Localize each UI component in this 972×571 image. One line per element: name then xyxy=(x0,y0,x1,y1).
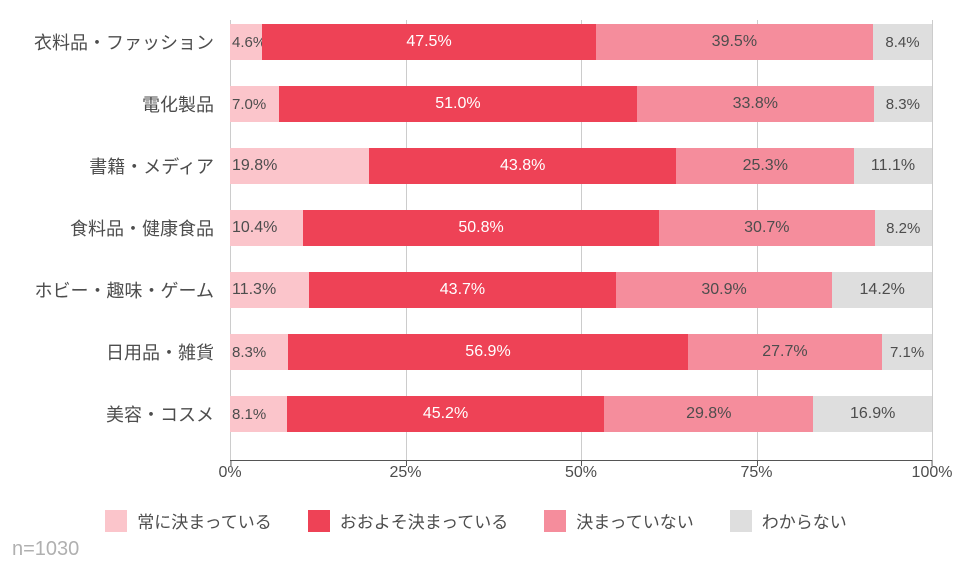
x-axis-tick: 50% xyxy=(565,464,597,482)
bar-segment: 16.9% xyxy=(813,396,932,432)
gridline xyxy=(932,20,933,460)
legend-label: おおよそ決まっている xyxy=(340,508,508,533)
legend-swatch xyxy=(105,510,127,532)
bar-segment: 47.5% xyxy=(262,24,595,60)
stacked-bar: 7.0%51.0%33.8%8.3% xyxy=(230,86,932,122)
bar-segment: 7.0% xyxy=(230,86,279,122)
bar-segment: 29.8% xyxy=(604,396,813,432)
bar-rows: 衣料品・ファッション4.6%47.5%39.5%8.4% 電化製品7.0%51.0… xyxy=(230,20,932,436)
bar-segment: 27.7% xyxy=(688,334,882,370)
bar-segment: 14.2% xyxy=(832,272,932,308)
legend-label: 決まっていない xyxy=(576,508,693,533)
x-axis-tick: 25% xyxy=(389,464,421,482)
x-axis: 0%25%50%75%100% xyxy=(230,460,932,488)
legend-item: おおよそ決まっている xyxy=(308,508,508,533)
legend-item: 常に決まっている xyxy=(105,508,271,533)
bar-segment: 45.2% xyxy=(287,396,604,432)
bar-segment: 8.1% xyxy=(230,396,287,432)
bar-segment: 7.1% xyxy=(882,334,932,370)
bar-segment: 8.3% xyxy=(230,334,288,370)
bar-segment: 56.9% xyxy=(288,334,687,370)
bar-segment: 19.8% xyxy=(230,148,369,184)
bar-segment: 30.9% xyxy=(616,272,833,308)
bar-segment: 8.4% xyxy=(873,24,932,60)
bar-row: 食料品・健康食品10.4%50.8%30.7%8.2% xyxy=(230,206,932,250)
legend-swatch xyxy=(308,510,330,532)
category-label: 日用品・雑貨 xyxy=(14,339,214,365)
bar-row: 美容・コスメ8.1%45.2%29.8%16.9% xyxy=(230,392,932,436)
bar-row: 衣料品・ファッション4.6%47.5%39.5%8.4% xyxy=(230,20,932,64)
legend-swatch xyxy=(544,510,566,532)
x-axis-tick: 0% xyxy=(218,464,241,482)
bar-row: ホビー・趣味・ゲーム11.3%43.7%30.9%14.2% xyxy=(230,268,932,312)
plot-area: 衣料品・ファッション4.6%47.5%39.5%8.4% 電化製品7.0%51.0… xyxy=(230,20,932,460)
legend-swatch xyxy=(730,510,752,532)
category-label: ホビー・趣味・ゲーム xyxy=(14,277,214,303)
legend-item: 決まっていない xyxy=(544,508,693,533)
bar-row: 日用品・雑貨8.3%56.9%27.7%7.1% xyxy=(230,330,932,374)
stacked-bar: 10.4%50.8%30.7%8.2% xyxy=(230,210,932,246)
bar-segment: 11.3% xyxy=(230,272,309,308)
stacked-bar: 8.3%56.9%27.7%7.1% xyxy=(230,334,932,370)
sample-size-footnote: n=1030 xyxy=(12,538,79,561)
bar-segment: 4.6% xyxy=(230,24,262,60)
bar-segment: 25.3% xyxy=(676,148,854,184)
legend-label: 常に決まっている xyxy=(137,508,271,533)
x-axis-tick: 100% xyxy=(912,464,953,482)
legend: 常に決まっている おおよそ決まっている 決まっていない わからない xyxy=(20,508,932,537)
category-label: 美容・コスメ xyxy=(14,401,214,427)
stacked-bar: 8.1%45.2%29.8%16.9% xyxy=(230,396,932,432)
bar-segment: 11.1% xyxy=(854,148,932,184)
bar-row: 電化製品7.0%51.0%33.8%8.3% xyxy=(230,82,932,126)
bar-segment: 43.8% xyxy=(369,148,676,184)
chart-container: 衣料品・ファッション4.6%47.5%39.5%8.4%電化製品7.0%51.0… xyxy=(0,0,972,571)
x-axis-tick: 75% xyxy=(740,464,772,482)
stacked-bar: 11.3%43.7%30.9%14.2% xyxy=(230,272,932,308)
bar-segment: 51.0% xyxy=(279,86,637,122)
bar-segment: 39.5% xyxy=(596,24,873,60)
bar-row: 書籍・メディア19.8%43.8%25.3%11.1% xyxy=(230,144,932,188)
category-label: 電化製品 xyxy=(14,91,214,117)
category-label: 衣料品・ファッション xyxy=(14,29,214,55)
stacked-bar: 19.8%43.8%25.3%11.1% xyxy=(230,148,932,184)
bar-segment: 30.7% xyxy=(659,210,874,246)
bar-segment: 50.8% xyxy=(303,210,659,246)
category-label: 食料品・健康食品 xyxy=(14,215,214,241)
category-label: 書籍・メディア xyxy=(14,153,214,179)
legend-label: わからない xyxy=(762,508,847,533)
bar-segment: 33.8% xyxy=(637,86,874,122)
bar-segment: 43.7% xyxy=(309,272,615,308)
bar-segment: 8.2% xyxy=(875,210,933,246)
bar-segment: 8.3% xyxy=(874,86,932,122)
stacked-bar: 4.6%47.5%39.5%8.4% xyxy=(230,24,932,60)
legend-item: わからない xyxy=(730,508,847,533)
bar-segment: 10.4% xyxy=(230,210,303,246)
